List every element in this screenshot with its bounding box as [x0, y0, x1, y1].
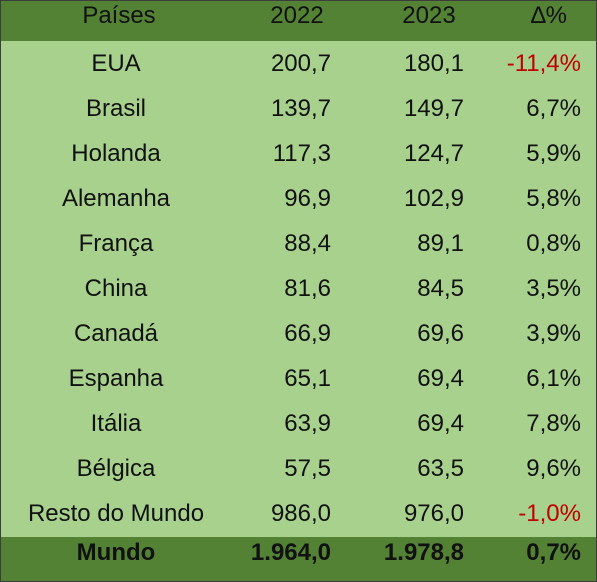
value-cell: 81,6 — [284, 275, 331, 302]
country-cell: China — [84, 275, 148, 302]
value-cell: 3,5% — [526, 275, 581, 302]
country-cell: Itália — [90, 410, 142, 438]
country-cell: França — [78, 229, 154, 257]
value-cell: -1,0% — [518, 500, 581, 528]
value-cell: 200,7 — [270, 49, 331, 77]
value-cell: 96,9 — [284, 184, 331, 212]
country-cell: Brasil — [85, 94, 146, 122]
value-cell: 88,4 — [284, 229, 331, 257]
value-cell: 986,0 — [270, 500, 331, 528]
value-cell: 0,8% — [526, 229, 581, 257]
value-cell: 117,3 — [272, 139, 331, 167]
header-cell: 2023 — [402, 2, 456, 29]
country-cell: Bélgica — [76, 455, 156, 483]
value-cell: 57,5 — [284, 455, 331, 483]
country-cell: Canadá — [73, 320, 159, 348]
country-cell: Alemanha — [61, 184, 171, 212]
footer-cell: 1.964,0 — [250, 539, 331, 566]
country-cell: Espanha — [68, 365, 164, 393]
value-cell: 63,9 — [284, 410, 331, 438]
value-cell: 124,7 — [403, 139, 464, 167]
value-cell: 149,7 — [403, 94, 464, 122]
value-cell: 7,8% — [526, 410, 581, 438]
value-cell: 976,0 — [403, 500, 464, 528]
value-cell: 66,9 — [284, 320, 331, 348]
value-cell: 65,1 — [284, 365, 331, 393]
value-cell: 139,7 — [270, 94, 331, 122]
country-cell: Holanda — [71, 139, 161, 167]
header-cell: Países — [82, 2, 156, 29]
country-cell: Resto do Mundo — [27, 500, 205, 528]
value-cell: 69,4 — [417, 410, 464, 438]
value-cell: 84,5 — [417, 275, 464, 302]
value-cell: 69,4 — [417, 365, 464, 393]
header-cell: 2022 — [270, 2, 324, 29]
value-cell: 63,5 — [417, 455, 464, 483]
value-cell: 6,1% — [526, 365, 581, 393]
value-cell: 89,1 — [417, 229, 464, 257]
footer-cell: 0,7% — [526, 539, 581, 566]
value-cell: 102,9 — [403, 184, 464, 212]
value-cell: 5,8% — [526, 184, 581, 212]
value-cell: 6,7% — [526, 94, 581, 122]
value-cell: 5,9% — [526, 139, 581, 167]
footer-band — [1, 537, 596, 581]
value-cell: 9,6% — [526, 455, 581, 483]
value-cell: 180,1 — [403, 49, 464, 77]
value-cell: 3,9% — [526, 320, 581, 348]
value-cell: -11,4% — [506, 49, 581, 77]
footer-cell: 1.978,8 — [383, 539, 464, 566]
header-cell: ∆% — [530, 2, 568, 29]
footer-cell: Mundo — [76, 539, 156, 566]
header-band — [1, 1, 596, 41]
value-cell: 69,6 — [417, 320, 464, 348]
country-cell: EUA — [91, 49, 141, 77]
